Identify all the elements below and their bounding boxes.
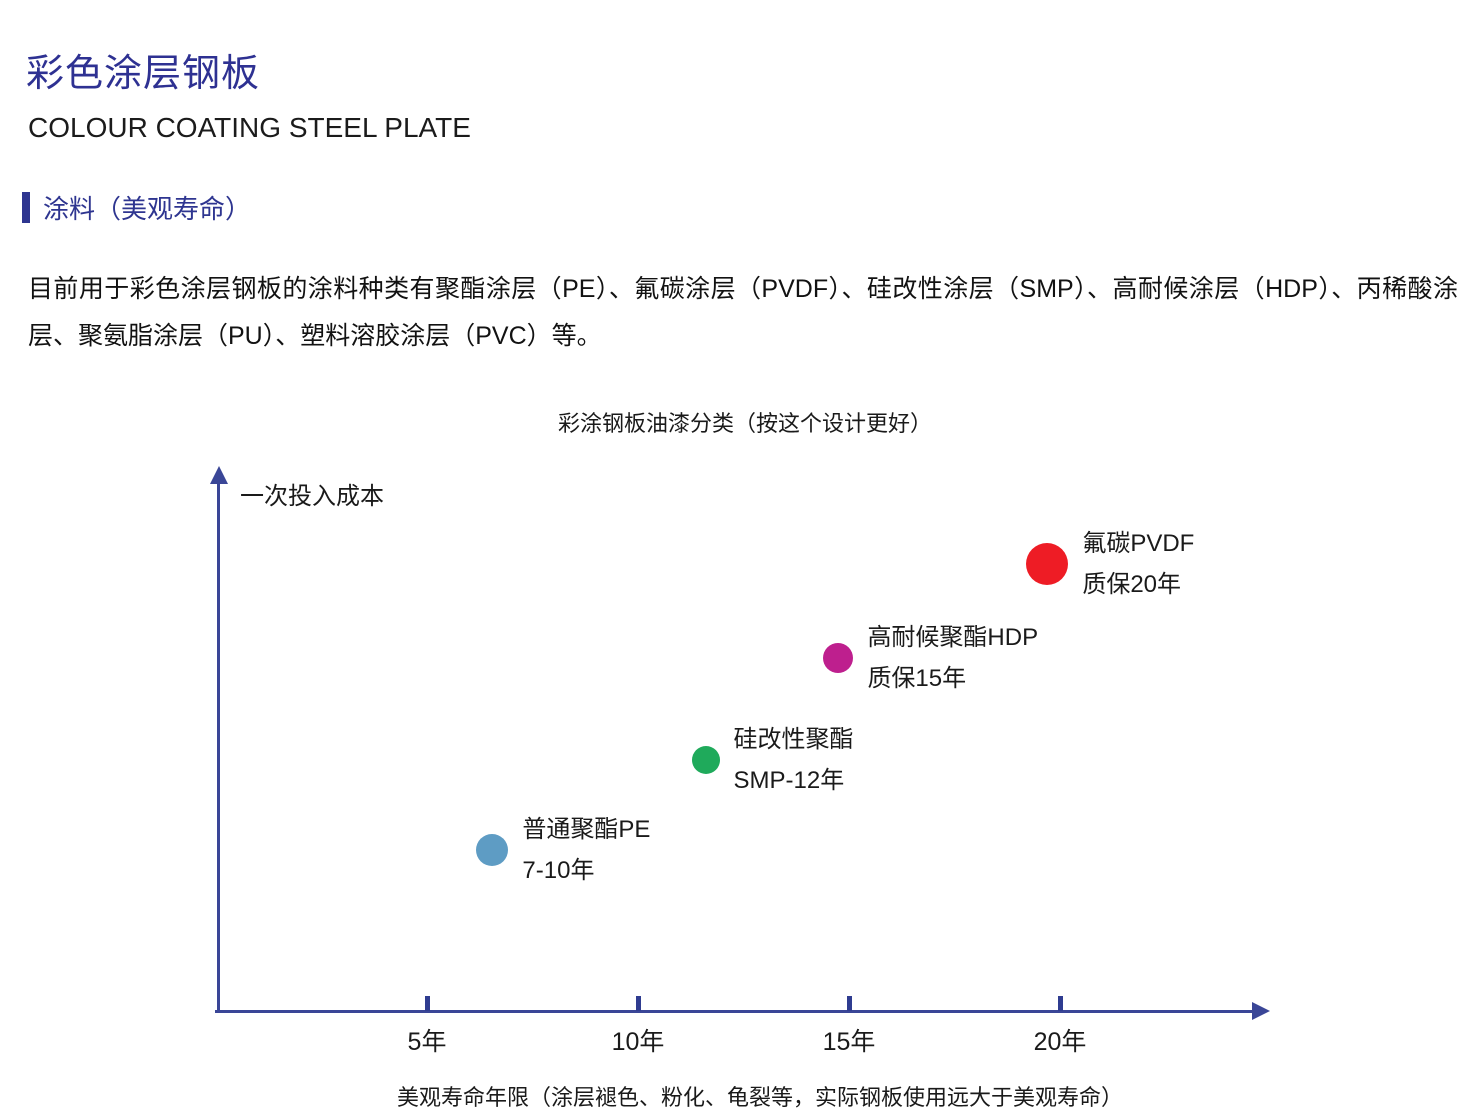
- x-axis-tick: [424, 996, 430, 1011]
- data-point-label-line2: 7-10年: [522, 857, 595, 884]
- data-point-label-line2: 质保15年: [867, 665, 967, 693]
- data-point-label: 氟碳PVDF 质保20年: [1082, 523, 1194, 605]
- section-header: 涂料（美观寿命）: [22, 189, 251, 226]
- x-axis-tick: [1057, 996, 1063, 1011]
- section-marker-bar: [22, 192, 30, 223]
- data-point-label: 高耐候聚酯HDP 质保15年: [867, 617, 1038, 699]
- x-axis-tick-label: 15年: [822, 1028, 876, 1056]
- page-subtitle: COLOUR COATING STEEL PLATE: [28, 112, 471, 143]
- data-point-label-line1: 普通聚酯PE: [522, 816, 651, 843]
- intro-paragraph: 目前用于彩色涂层钢板的涂料种类有聚酯涂层（PE）、氟碳涂层（PVDF）、硅改性涂…: [28, 275, 1458, 350]
- x-axis-tick-label: 20年: [1033, 1028, 1087, 1056]
- x-axis-tick: [635, 996, 641, 1011]
- data-point-label: 普通聚酯PE 7-10年: [522, 809, 650, 891]
- y-axis-line: [217, 482, 220, 1012]
- x-axis-arrow-right-icon: [1252, 1002, 1270, 1020]
- data-point-label-line2: 质保20年: [1082, 570, 1182, 598]
- data-point-label-line1: 高耐候聚酯HDP: [867, 624, 1039, 652]
- section-title: 涂料（美观寿命）: [43, 194, 252, 224]
- data-point-label: 硅改性聚酯 SMP-12年: [734, 719, 854, 801]
- data-point-label-line1: 硅改性聚酯: [733, 726, 854, 753]
- x-axis-tick: [846, 996, 852, 1011]
- x-axis-line: [215, 1010, 1253, 1013]
- x-axis-tick-label: 5年: [407, 1028, 447, 1056]
- data-point: [823, 643, 854, 674]
- x-axis-label: 美观寿命年限（涂层褪色、粉化、龟裂等，实际钢板使用远大于美观寿命）: [396, 1085, 1123, 1110]
- data-point-label-line2: SMP-12年: [733, 767, 845, 794]
- data-point: [476, 834, 509, 866]
- data-point: [1026, 542, 1069, 585]
- chart-title: 彩涂钢板油漆分类（按这个设计更好）: [557, 411, 932, 436]
- x-axis-tick-label: 10年: [611, 1028, 665, 1056]
- y-axis-label: 一次投入成本: [240, 483, 384, 510]
- data-point: [691, 746, 720, 774]
- data-point-label-line1: 氟碳PVDF: [1082, 529, 1195, 557]
- page-title: 彩色涂层钢板: [26, 53, 261, 95]
- y-axis-arrow-up-icon: [210, 466, 228, 484]
